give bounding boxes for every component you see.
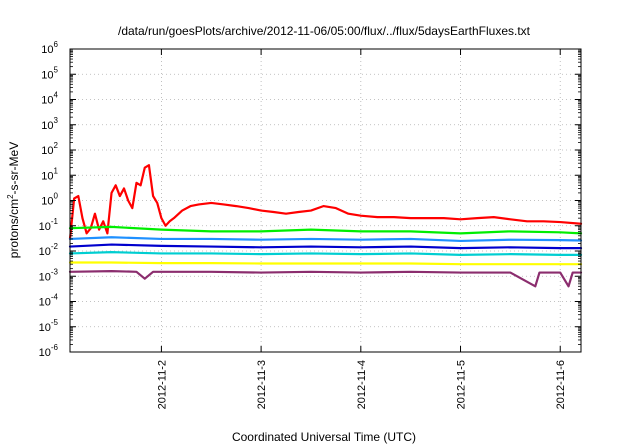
series-layer xyxy=(68,164,583,288)
y-tick-label: 102 xyxy=(41,141,58,157)
y-tick-exponent: 3 xyxy=(54,116,59,125)
y-tick-exponent: -3 xyxy=(51,267,59,276)
y-tick-exponent: -2 xyxy=(51,242,59,251)
y-tick-label: 101 xyxy=(41,166,58,182)
y-tick-label: 103 xyxy=(41,116,58,132)
x-tick-label: 2012-11-5 xyxy=(456,360,468,409)
y-tick-base: 10 xyxy=(39,347,51,359)
y-tick-label: 10-4 xyxy=(39,293,59,309)
y-tick-base: 10 xyxy=(41,44,53,56)
x-tick-label: 2012-11-2 xyxy=(156,360,168,409)
y-tick-label: 106 xyxy=(41,40,58,56)
y-tick-base: 10 xyxy=(39,271,51,283)
grid xyxy=(70,49,581,352)
y-tick-exponent: -5 xyxy=(51,318,59,327)
y-tick-exponent: 6 xyxy=(54,40,59,49)
y-tick-base: 10 xyxy=(39,297,51,309)
y-axis-label: protons/cm2-s-sr-MeV xyxy=(6,142,21,258)
x-tick-label: 2012-11-3 xyxy=(256,360,268,409)
chart-title: /data/run/goesPlots/archive/2012-11-06/0… xyxy=(118,24,531,38)
x-tick-labels: 2012-11-2 2012-11-3 2012-11-4 2012-11-5 2012… xyxy=(156,360,567,409)
y-tick-base: 10 xyxy=(41,69,53,81)
x-axis-label: Coordinated Universal Time (UTC) xyxy=(232,430,416,444)
series-line-3 xyxy=(68,236,583,243)
series-line-1 xyxy=(68,164,583,241)
y-tick-exponent: 4 xyxy=(54,91,59,100)
series-line-2 xyxy=(68,225,583,235)
y-tick-base: 10 xyxy=(41,170,53,182)
y-tick-exponent: 2 xyxy=(54,141,59,150)
series-line-5 xyxy=(68,251,583,257)
y-tick-label: 10-1 xyxy=(39,217,59,233)
y-tick-label: 105 xyxy=(41,65,58,81)
y-tick-label: 10-6 xyxy=(39,343,59,359)
series-line-7 xyxy=(68,270,583,288)
y-tick-labels: 10610510410310210110010-110-210-310-410-… xyxy=(39,40,59,359)
y-tick-label: 100 xyxy=(41,192,58,208)
series-line-4 xyxy=(68,243,583,250)
y-tick-label: 10-5 xyxy=(39,318,59,334)
y-tick-label: 104 xyxy=(41,91,58,107)
series-line-6 xyxy=(68,261,583,266)
y-tick-base: 10 xyxy=(39,221,51,233)
y-tick-exponent: 5 xyxy=(54,65,59,74)
y-tick-base: 10 xyxy=(41,120,53,132)
y-tick-exponent: -1 xyxy=(51,217,59,226)
y-tick-exponent: -4 xyxy=(51,293,59,302)
y-tick-exponent: -6 xyxy=(51,343,59,352)
y-tick-label: 10-3 xyxy=(39,267,59,283)
ticks xyxy=(70,48,581,353)
x-tick-label: 2012-11-4 xyxy=(356,360,368,409)
y-tick-exponent: 1 xyxy=(54,166,59,175)
y-tick-base: 10 xyxy=(39,246,51,258)
y-tick-label: 10-2 xyxy=(39,242,59,258)
y-tick-base: 10 xyxy=(41,196,53,208)
y-tick-base: 10 xyxy=(39,322,51,334)
y-tick-exponent: 0 xyxy=(54,192,59,201)
x-tick-label: 2012-11-6 xyxy=(555,360,567,409)
y-tick-base: 10 xyxy=(41,145,53,157)
y-tick-base: 10 xyxy=(41,95,53,107)
